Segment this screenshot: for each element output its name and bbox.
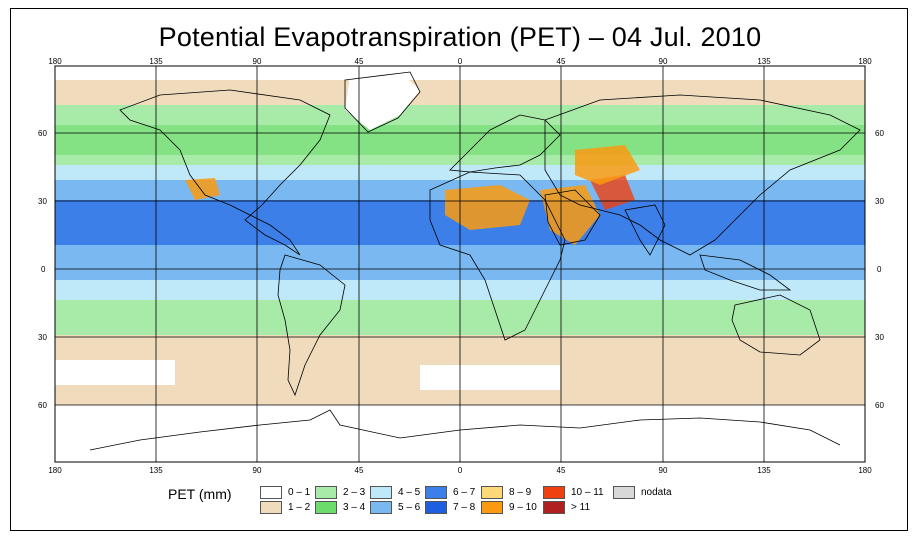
lon-label-top: 0 <box>458 57 463 66</box>
lon-labels-bottom: 180 135 90 45 0 45 90 135 180 <box>48 466 872 475</box>
lon-label-top: 180 <box>858 57 872 66</box>
lon-label-top: 135 <box>149 57 163 66</box>
lon-label-top: 90 <box>253 57 262 66</box>
band-south-white-2 <box>420 365 560 390</box>
legend-label-9-10: 9 – 10 <box>509 502 537 513</box>
coast-australia <box>731 294 821 356</box>
lat-labels-right: 60 30 0 30 60 <box>875 129 884 410</box>
lat-labels-left: 60 30 0 30 60 <box>38 129 47 410</box>
legend-label-0-1: 0 – 1 <box>288 487 311 498</box>
lon-label-bottom: 45 <box>355 466 364 475</box>
lat-label-left: 30 <box>38 333 47 342</box>
lon-label-bottom: 90 <box>253 466 262 475</box>
lat-label-right: 60 <box>875 129 884 138</box>
legend-swatch-10-11 <box>543 486 565 499</box>
legend-label-2-3: 2 – 3 <box>343 487 366 498</box>
lon-label-top: 45 <box>557 57 566 66</box>
lon-label-bottom: 90 <box>659 466 668 475</box>
legend-swatch-0-1 <box>260 486 282 499</box>
legend-label-7-8: 7 – 8 <box>453 502 476 513</box>
lon-label-bottom: 180 <box>48 466 62 475</box>
lat-label-right: 30 <box>875 333 884 342</box>
map-border <box>54 65 866 463</box>
coast-south-america <box>277 254 346 397</box>
legend-swatch-8-9 <box>481 486 503 499</box>
lon-label-top: 180 <box>48 57 62 66</box>
lat-label-right: 30 <box>875 197 884 206</box>
figure-frame <box>10 8 908 531</box>
legend-swatch-3-4 <box>315 501 337 514</box>
legend-swatch-nodata <box>613 486 635 499</box>
lat-label-right: 0 <box>877 265 882 274</box>
lon-label-bottom: 135 <box>149 466 163 475</box>
lon-label-bottom: 135 <box>757 466 771 475</box>
hotspot-central-asia <box>575 145 640 185</box>
lon-labels-top: 180 135 90 45 0 45 90 135 180 <box>48 57 872 66</box>
legend-label-gt-11: > 11 <box>571 502 590 513</box>
map-title: Potential Evapotranspiration (PET) – 04 … <box>158 22 762 52</box>
lon-label-bottom: 180 <box>858 466 872 475</box>
lat-label-left: 30 <box>38 197 47 206</box>
lon-label-bottom: 0 <box>458 466 463 475</box>
hotspot-swus <box>185 178 220 200</box>
legend-swatch-6-7 <box>425 486 447 499</box>
greenland-field <box>345 72 420 130</box>
hotspot-sahara <box>445 185 530 230</box>
legend-label-nodata: nodata <box>641 487 672 498</box>
graticule <box>55 66 865 462</box>
legend-swatch-9-10 <box>481 501 503 514</box>
coast-se-asia <box>699 254 792 291</box>
lon-label-top: 135 <box>757 57 771 66</box>
lat-label-left: 60 <box>38 401 47 410</box>
lat-label-left: 0 <box>41 265 46 274</box>
legend-swatch-gt-11 <box>543 501 565 514</box>
legend-label-8-9: 8 – 9 <box>509 487 532 498</box>
coast-greenland <box>344 71 421 133</box>
coast-arabia <box>544 189 601 246</box>
lon-label-top: 90 <box>659 57 668 66</box>
legend-swatch-7-8 <box>425 501 447 514</box>
coast-india <box>624 204 666 256</box>
legend-swatch-5-6 <box>370 501 392 514</box>
legend-label-1-2: 1 – 2 <box>288 502 311 513</box>
legend-swatch-1-2 <box>260 501 282 514</box>
legend-swatch-2-3 <box>315 486 337 499</box>
coast-europe <box>449 114 561 173</box>
legend-label-10-11: 10 – 11 <box>571 487 604 498</box>
legend-swatch-4-5 <box>370 486 392 499</box>
coast-asia <box>544 94 861 256</box>
coast-africa <box>429 171 566 341</box>
lon-label-bottom: 45 <box>557 466 566 475</box>
coastlines <box>89 71 861 451</box>
lat-label-right: 60 <box>875 401 884 410</box>
legend-label-4-5: 4 – 5 <box>398 487 421 498</box>
coast-north-america <box>119 89 331 256</box>
legend-label-6-7: 6 – 7 <box>453 487 476 498</box>
lon-label-top: 45 <box>355 57 364 66</box>
legend-title: PET (mm) <box>168 486 232 502</box>
lat-label-left: 60 <box>38 129 47 138</box>
legend-label-3-4: 3 – 4 <box>343 502 366 513</box>
band-south-white <box>55 360 175 385</box>
legend-label-5-6: 5 – 6 <box>398 502 421 513</box>
coast-antarctica <box>89 409 841 451</box>
